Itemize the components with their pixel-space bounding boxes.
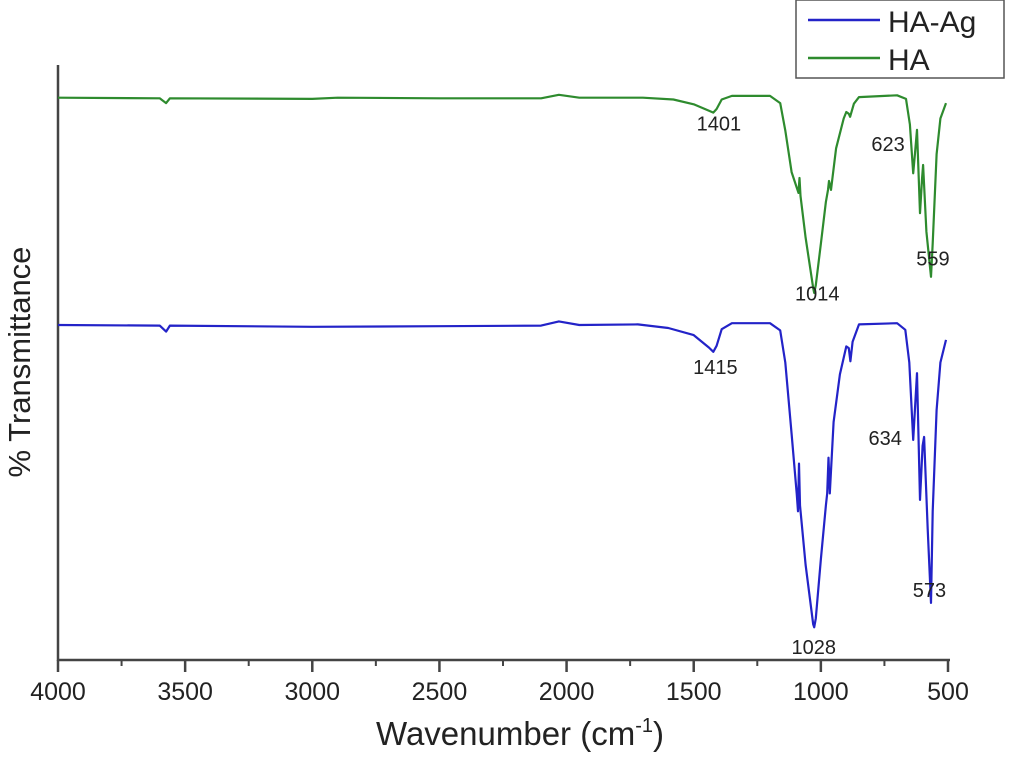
x-axis-label-text: Wavenumber (cm (376, 715, 635, 752)
peak-label: 623 (871, 134, 904, 156)
x-tick-label: 3000 (284, 678, 340, 706)
legend-box (795, 0, 1005, 79)
peak-label: 1401 (697, 114, 742, 136)
x-axis-label-sup: -1 (635, 715, 653, 737)
x-tick-label: 500 (927, 678, 969, 706)
peak-labels: 1415 1028 634 573 1401 1014 623 559 (693, 114, 950, 659)
x-tick-label: 2500 (412, 678, 468, 706)
x-tick-label: 4000 (30, 678, 86, 706)
peak-label: 559 (916, 249, 949, 271)
series-group (57, 93, 948, 629)
x-tick-label: 1500 (666, 678, 722, 706)
series-line-ha (57, 93, 948, 294)
x-tick-label: 2000 (539, 678, 595, 706)
legend: HA-Ag HA (795, 0, 1005, 79)
legend-label-ha-ag: HA-Ag (888, 6, 976, 39)
legend-label-ha: HA (888, 44, 930, 77)
peak-label: 1014 (795, 284, 840, 306)
axes (56, 65, 950, 662)
y-axis-label: % Transmittance (2, 247, 37, 478)
x-tick-label: 1000 (793, 678, 849, 706)
series-line-ha-ag (57, 320, 948, 629)
x-axis-label-end: ) (653, 715, 664, 752)
peak-label: 573 (913, 580, 946, 602)
x-ticks: 4000 3500 3000 2500 2000 1500 1000 500 (30, 660, 969, 706)
x-axis-label: Wavenumber (cm-1) (376, 715, 664, 752)
peak-label: 1028 (791, 637, 836, 659)
peak-label: 634 (869, 428, 902, 450)
peak-label: 1415 (693, 357, 738, 379)
x-tick-label: 3500 (157, 678, 213, 706)
